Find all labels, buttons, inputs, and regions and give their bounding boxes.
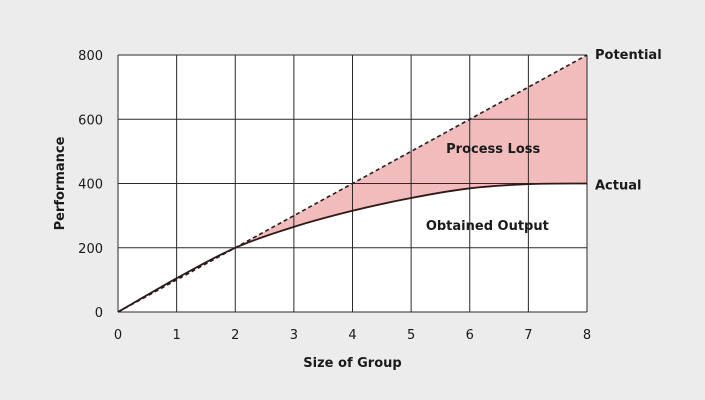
annotation-process-loss: Process Loss (446, 142, 540, 157)
y-tick-label: 800 (78, 49, 103, 64)
x-axis-label: Size of Group (303, 356, 401, 371)
actual-line (117, 182, 588, 313)
x-tick-label: 2 (231, 328, 239, 343)
x-tick-label: 6 (466, 328, 474, 343)
x-tick-label: 5 (407, 328, 415, 343)
x-tick-label: 1 (172, 328, 180, 343)
annotation-obtained-output: Obtained Output (426, 219, 549, 234)
y-axis-label: Performance (53, 136, 68, 230)
y-axis-ticks: 0 200 400 600 800 (78, 49, 103, 321)
x-tick-label: 0 (114, 328, 122, 343)
x-tick-label: 3 (290, 328, 298, 343)
y-tick-label: 400 (78, 178, 103, 193)
x-tick-label: 7 (524, 328, 532, 343)
series-label-potential: Potential (595, 48, 662, 63)
y-tick-label: 0 (95, 306, 103, 321)
x-tick-label: 4 (348, 328, 356, 343)
x-axis-ticks: 0 1 2 3 4 5 6 7 8 (114, 328, 591, 343)
y-tick-label: 600 (78, 113, 103, 128)
series-label-actual: Actual (595, 179, 641, 194)
potential-line (117, 54, 588, 313)
y-tick-label: 200 (78, 242, 103, 257)
x-tick-label: 8 (583, 328, 591, 343)
